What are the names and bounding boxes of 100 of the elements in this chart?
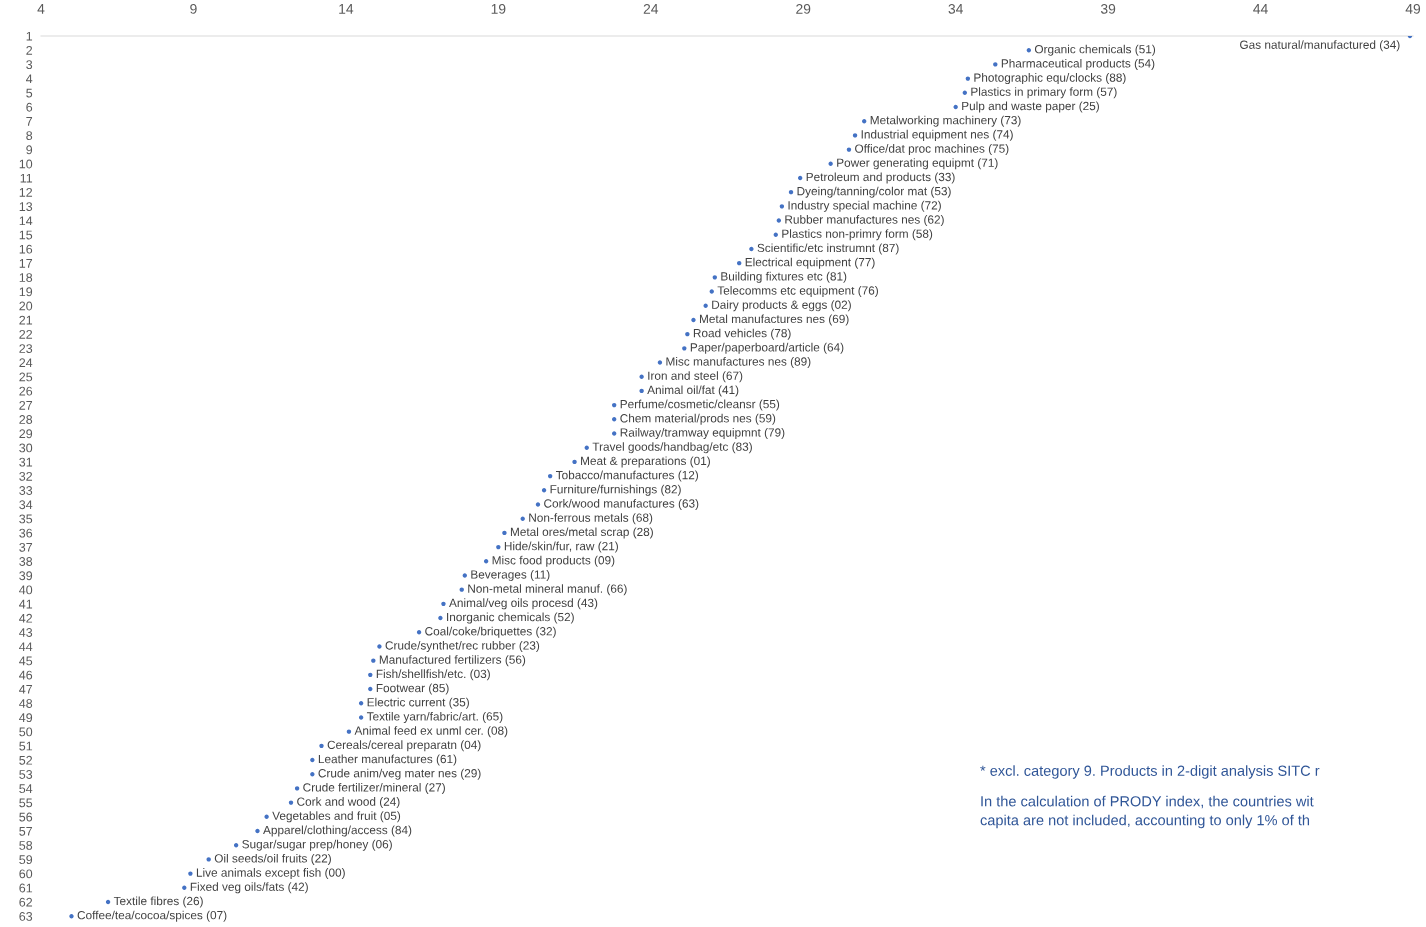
annotation: Photographic equ/clocks (88) [974,73,1126,85]
annotation: Textile yarn/fabric/art. (65) [366,711,503,723]
y-tick-label: 46 [19,670,33,680]
y-tick-label: 16 [19,244,33,254]
annotation: Travel goods/handbag/etc (83) [592,442,752,454]
y-tick-label: 59 [19,855,33,865]
annotation: Telecomms etc equipment (76) [717,286,878,298]
y-tick-label: 28 [19,415,33,424]
y-tick-label: 5 [26,88,33,98]
annotation: Dyeing/tanning/color mat (53) [797,186,951,198]
y-tick-label: 11 [20,173,33,183]
annotation: Power generating equipmt (71) [837,158,998,170]
annotation: Industrial equipment nes (74) [861,129,1013,141]
annotation: Metalworking machinery (73) [870,115,1021,127]
y-tick-label: 53 [19,770,33,779]
annotation: Industry special machine (72) [788,200,941,212]
y-tick-label: 57 [19,826,33,836]
y-tick-label: 9 [26,145,33,155]
annotation: In the calculation of PRODY index, the countries wit capita are not included, accounting to only 1% of th [980,795,1314,829]
annotation: Tobacco/manufactures (12) [555,470,699,482]
y-tick-label: 1 [26,31,33,41]
annotation: Organic chemicals (51) [1034,44,1156,56]
y-tick-label: 15 [19,230,33,240]
y-tick-label: 20 [19,301,33,311]
y-tick-label: 7 [26,117,33,126]
annotation: Beverages (11) [471,569,550,581]
y-tick-label: 32 [19,471,33,481]
annotation: Animal oil/fat (41) [647,385,739,397]
annotation: Inorganic chemicals (52) [447,612,574,624]
x-tick-label: 39 [1100,3,1116,14]
annotation: Electric current (35) [367,697,469,709]
y-tick-label: 55 [19,798,33,808]
y-tick-label: 58 [19,841,33,850]
annotation: Animal feed ex unml cer. (08) [354,726,508,738]
y-tick-label: 8 [26,131,33,141]
annotation: Furniture/furnishings (82) [550,484,681,496]
annotation: Pharmaceutical products (54) [1001,58,1155,70]
annotation: Cork/wood manufactures (63) [544,498,699,510]
annotation: Textile fibres (26) [113,896,203,908]
annotation: Crude fertilizer/mineral (27) [303,782,445,794]
y-tick-label: 60 [19,869,33,879]
annotation: Footwear (85) [376,683,449,695]
y-tick-label: 23 [19,344,33,353]
annotation: Manufactured fertilizers (56) [379,655,526,667]
y-tick-label: 34 [19,500,33,510]
annotation: Dairy products & eggs (02) [712,300,851,312]
annotation: Pulp and waste paper (25) [962,101,1099,113]
y-tick-label: 43 [19,628,33,637]
y-tick-label: 44 [19,642,33,651]
y-tick-label: 30 [19,443,33,453]
annotation: Meat & preparations (01) [581,456,710,468]
annotation: Electrical equipment (77) [745,257,875,269]
y-tick-label: 24 [19,358,33,368]
annotation: Leather manufactures (61) [318,754,457,766]
y-tick-label: 14 [19,216,33,226]
annotation: Plastics non-primry form (58) [782,229,933,241]
y-tick-label: 62 [19,897,33,907]
y-tick-label: 61 [19,883,33,893]
annotation: Misc food products (09) [492,555,615,567]
annotation: Plastics in primary form (57) [971,87,1117,99]
annotation: Fixed veg oils/fats (42) [190,882,308,894]
annotation: Building fixtures etc (81) [721,271,847,283]
annotation: Misc manufactures nes (89) [666,357,811,369]
y-tick-label: 49 [19,713,33,723]
annotation: Rubber manufactures nes (62) [785,215,944,227]
annotation: Vegetables and fruit (05) [272,811,401,823]
y-tick-label: 21 [19,315,33,325]
annotation: Iron and steel (67) [648,371,743,383]
y-tick-label: 45 [19,656,33,666]
y-tick-label: 33 [19,486,33,495]
y-tick-label: 25 [19,372,33,382]
x-tick-label: 14 [339,4,354,14]
annotation: Cereals/cereal preparatn (04) [327,740,481,752]
y-tick-label: 4 [26,74,33,84]
y-tick-label: 35 [19,514,33,524]
y-tick-label: 17 [19,259,33,268]
annotation: Non-ferrous metals (68) [529,513,653,525]
annotation: Coal/coke/briquettes (32) [425,626,556,638]
y-tick-label: 19 [19,287,33,297]
annotation: Metal ores/metal scrap (28) [510,527,653,539]
annotation: Hide/skin/fur, raw (21) [504,541,618,553]
y-tick-label: 12 [19,187,33,197]
y-tick-label: 38 [19,557,33,566]
annotation: Coffee/tea/cocoa/spices (07) [77,910,227,922]
annotation: Scientific/etc instrumnt (87) [757,243,899,255]
y-tick-label: 37 [19,542,33,552]
y-tick-label: 6 [26,102,33,112]
y-tick-label: 18 [19,273,33,282]
y-tick-label: 50 [19,727,33,737]
y-tick-label: 48 [19,699,33,708]
y-tick-label: 51 [19,741,33,751]
annotation: Fish/shellfish/etc. (03) [376,669,490,681]
x-tick-label: 24 [643,3,659,14]
annotation: Gas natural/manufactured (34) [1240,40,1400,52]
y-tick-label: 52 [19,755,33,765]
annotation: Oil seeds/oil fruits (22) [214,853,331,865]
y-tick-label: 47 [19,684,33,694]
annotation: Perfume/cosmetic/cleansr (55) [620,399,780,411]
annotation: Animal/veg oils procesd (43) [449,598,598,610]
y-tick-label: 2 [26,46,33,55]
